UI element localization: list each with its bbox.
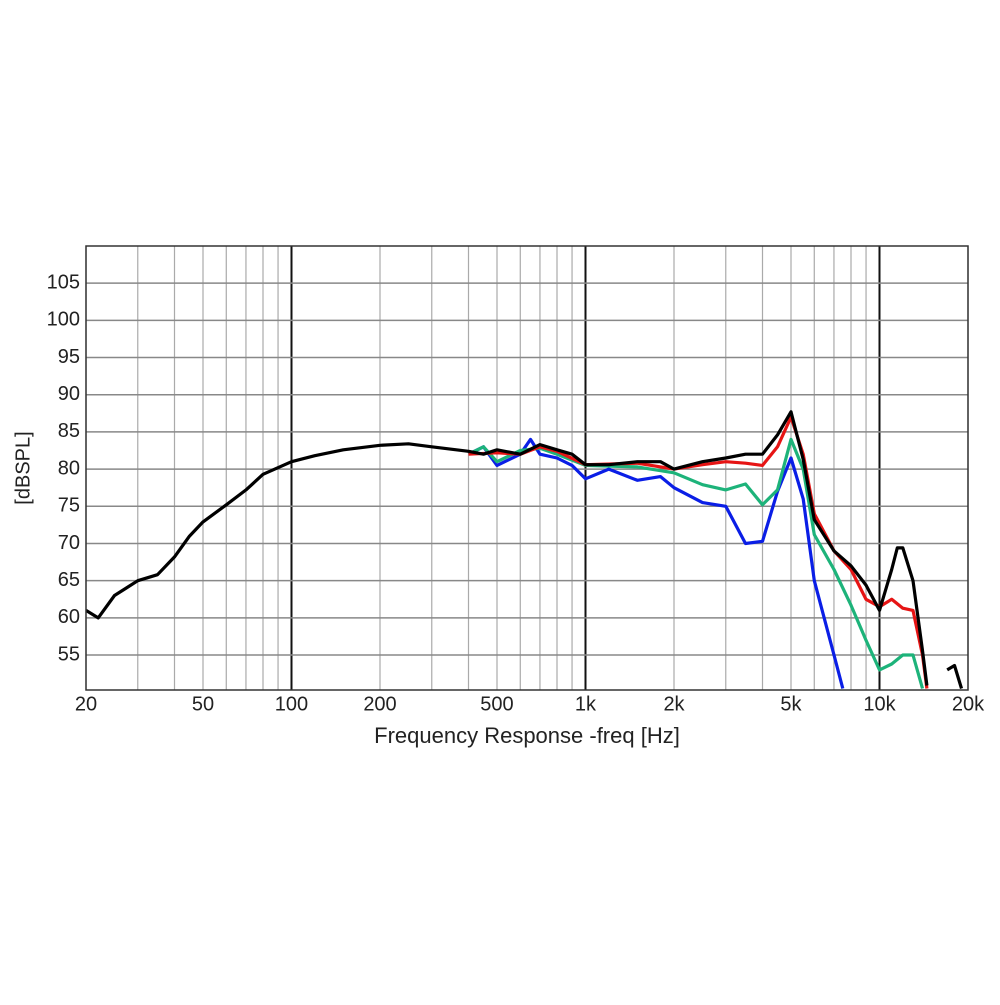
- y-tick-label: 105: [47, 271, 80, 293]
- series-line: [467, 437, 925, 689]
- y-tick-label: 75: [58, 495, 80, 517]
- series-lines: [86, 410, 964, 689]
- plot-frame: [85, 245, 969, 691]
- x-tick-label: 2k: [663, 693, 685, 715]
- x-tick-label: 20k: [952, 693, 985, 715]
- x-tick-label: 50: [192, 693, 214, 715]
- y-tick-label: 90: [58, 383, 80, 405]
- series-line: [468, 415, 929, 689]
- x-tick-label: 5k: [780, 693, 802, 715]
- grid: [85, 246, 969, 690]
- y-tick-label: 95: [58, 346, 80, 368]
- y-tick-label: 60: [58, 606, 80, 628]
- y-tick-label: 55: [58, 643, 80, 665]
- y-axis-label: [dBSPL]: [12, 431, 34, 504]
- x-tick-label: 100: [275, 693, 308, 715]
- x-axis-label: Frequency Response -freq [Hz]: [374, 723, 680, 748]
- series-line: [86, 410, 964, 689]
- series-line: [467, 437, 845, 689]
- x-tick-label: 500: [480, 693, 513, 715]
- y-tick-label: 85: [58, 420, 80, 442]
- x-tick-label: 200: [363, 693, 396, 715]
- x-tick-label: 1k: [575, 693, 597, 715]
- y-tick-label: 65: [58, 569, 80, 591]
- y-tick-label: 70: [58, 532, 80, 554]
- labels: Frequency Response -freq [Hz] [dBSPL] 55…: [12, 271, 985, 747]
- x-tick-label: 10k: [863, 693, 896, 715]
- y-tick-label: 100: [47, 309, 80, 331]
- y-tick-label: 80: [58, 457, 80, 479]
- x-tick-label: 20: [75, 693, 97, 715]
